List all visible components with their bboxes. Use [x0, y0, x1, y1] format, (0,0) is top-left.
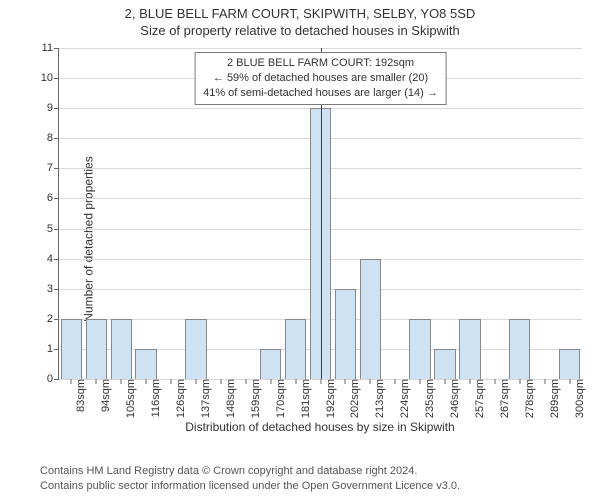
histogram-bar — [111, 319, 132, 379]
histogram-bar — [285, 319, 306, 379]
histogram-bar — [135, 349, 156, 379]
annotation-line-3: 41% of semi-detached houses are larger (… — [203, 86, 438, 101]
x-tick-label: 224sqm — [391, 379, 411, 418]
footer-line-2: Contains public sector information licen… — [40, 479, 460, 494]
y-tick-label: 10 — [41, 72, 59, 84]
bar-slot: 267sqm — [482, 48, 507, 379]
chart-titles: 2, BLUE BELL FARM COURT, SKIPWITH, SELBY… — [0, 0, 600, 38]
x-tick-label: 181sqm — [292, 379, 312, 418]
annotation-line-2: ← 59% of detached houses are smaller (20… — [203, 71, 438, 86]
x-tick-label: 257sqm — [466, 379, 486, 418]
x-tick-label: 83sqm — [67, 379, 87, 412]
x-tick-label: 105sqm — [117, 379, 137, 418]
y-tick-label: 11 — [42, 42, 59, 54]
x-tick-label: 300sqm — [566, 379, 586, 418]
x-tick-label: 94sqm — [92, 379, 112, 412]
plot-region: 0123456789101183sqm94sqm105sqm116sqm126s… — [58, 48, 582, 380]
y-tick-label: 2 — [47, 313, 59, 325]
x-tick-label: 170sqm — [267, 379, 287, 418]
y-tick-label: 3 — [47, 283, 59, 295]
x-tick-label: 213sqm — [366, 379, 386, 418]
annotation-line-1: 2 BLUE BELL FARM COURT: 192sqm — [203, 56, 438, 71]
histogram-bar — [360, 259, 381, 379]
bar-slot: 116sqm — [134, 48, 159, 379]
y-tick-label: 4 — [47, 253, 59, 265]
bar-slot: 257sqm — [458, 48, 483, 379]
x-tick-label: 159sqm — [242, 379, 262, 418]
y-tick-label: 8 — [47, 132, 59, 144]
histogram-bar — [86, 319, 107, 379]
x-tick-label: 289sqm — [541, 379, 561, 418]
x-tick-label: 246sqm — [441, 379, 461, 418]
x-tick-label: 267sqm — [491, 379, 511, 418]
bar-slot: 126sqm — [159, 48, 184, 379]
histogram-bar — [61, 319, 82, 379]
histogram-bar — [559, 349, 580, 379]
footer-line-1: Contains HM Land Registry data © Crown c… — [40, 464, 460, 479]
x-tick-label: 148sqm — [217, 379, 237, 418]
bar-slot: 105sqm — [109, 48, 134, 379]
y-tick-label: 9 — [47, 102, 59, 114]
x-tick-label: 235sqm — [416, 379, 436, 418]
bar-slot: 300sqm — [557, 48, 582, 379]
histogram-bar — [509, 319, 530, 379]
x-tick-label: 137sqm — [192, 379, 212, 418]
y-tick-label: 7 — [47, 162, 59, 174]
histogram-bar — [335, 289, 356, 379]
histogram-bar — [260, 349, 281, 379]
annotation-box: 2 BLUE BELL FARM COURT: 192sqm ← 59% of … — [194, 52, 447, 105]
y-tick-label: 1 — [47, 343, 59, 355]
x-tick-label: 192sqm — [317, 379, 337, 418]
histogram-bar — [409, 319, 430, 379]
bar-slot: 83sqm — [59, 48, 84, 379]
footer-attribution: Contains HM Land Registry data © Crown c… — [40, 464, 460, 494]
bar-slot: 94sqm — [84, 48, 109, 379]
histogram-bar — [459, 319, 480, 379]
x-axis-title: Distribution of detached houses by size … — [58, 420, 582, 434]
y-tick-label: 5 — [47, 223, 59, 235]
x-tick-label: 278sqm — [516, 379, 536, 418]
histogram-bar — [185, 319, 206, 379]
y-tick-label: 6 — [47, 192, 59, 204]
title-line-1: 2, BLUE BELL FARM COURT, SKIPWITH, SELBY… — [0, 6, 600, 21]
histogram-bar — [434, 349, 455, 379]
y-tick-label: 0 — [47, 373, 59, 385]
x-tick-label: 202sqm — [341, 379, 361, 418]
chart-area: Number of detached properties 0123456789… — [0, 44, 600, 434]
x-tick-label: 126sqm — [167, 379, 187, 418]
x-tick-label: 116sqm — [142, 379, 162, 417]
bar-slot: 278sqm — [507, 48, 532, 379]
bar-slot: 289sqm — [532, 48, 557, 379]
title-line-2: Size of property relative to detached ho… — [0, 23, 600, 38]
